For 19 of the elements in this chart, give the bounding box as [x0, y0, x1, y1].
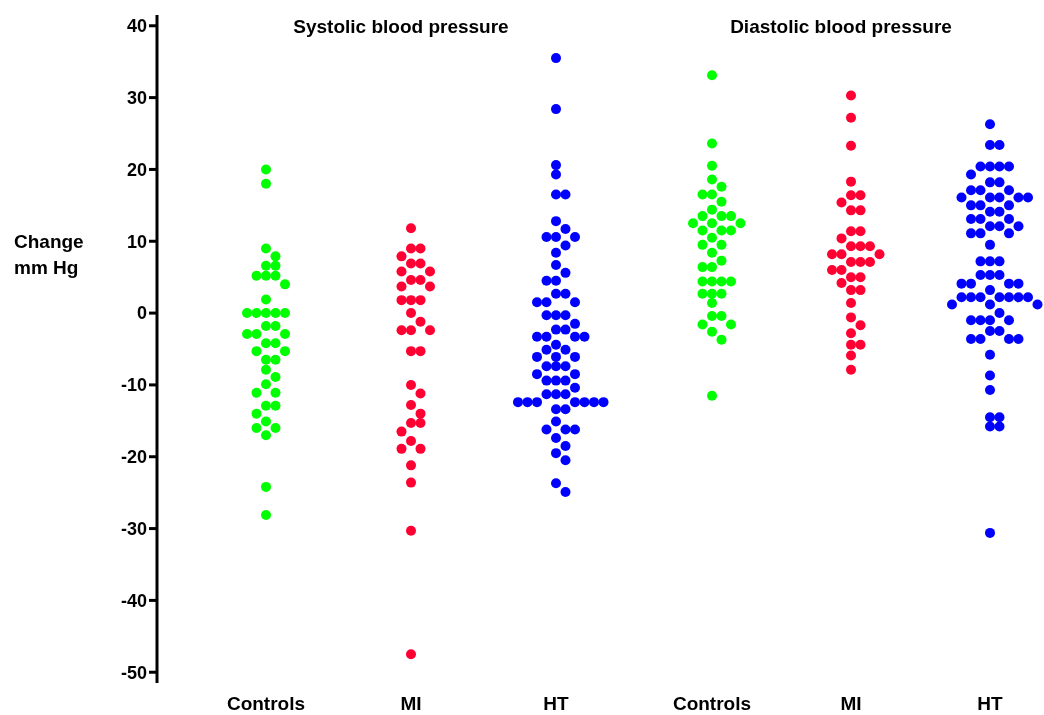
y-tick-label: 0: [136, 303, 147, 324]
y-tick-label: 30: [126, 87, 147, 108]
y-tick-label: -20: [120, 447, 147, 468]
y-axis-title: Change mm Hg: [14, 230, 85, 280]
chart-title: Diastolic blood pressure: [730, 16, 952, 37]
y-tick-label: -50: [120, 662, 147, 683]
y-tick-label: 10: [126, 231, 147, 252]
y-tick-label: -30: [120, 518, 147, 539]
x-tick-label: Controls: [226, 693, 306, 715]
chart-title: Systolic blood pressure: [293, 16, 509, 37]
x-tick-label: HT: [543, 693, 570, 715]
y-tick-label: -10: [120, 375, 147, 396]
y-tick-label: 40: [126, 16, 147, 37]
x-tick-label: Controls: [672, 693, 752, 715]
y-tick-label: -40: [120, 590, 147, 611]
x-tick-label: HT: [977, 693, 1004, 715]
x-tick-label: MI: [400, 693, 422, 715]
x-tick-label: MI: [840, 693, 862, 715]
y-tick-label: 20: [126, 159, 147, 180]
